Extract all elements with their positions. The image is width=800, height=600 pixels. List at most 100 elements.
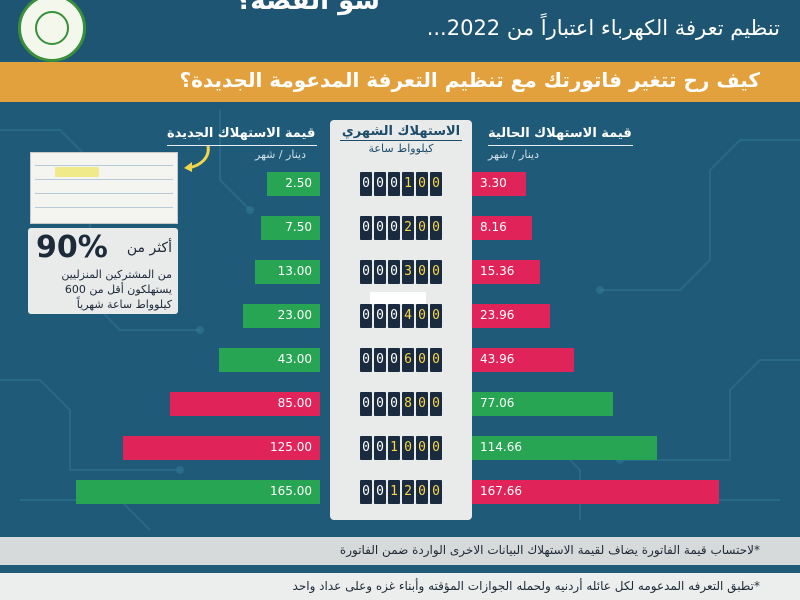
current-value-bar: 15.36	[472, 260, 541, 284]
current-value-bar: 77.06	[472, 392, 613, 416]
meter-digit: 0	[416, 216, 428, 240]
meter-digit: 0	[388, 304, 400, 328]
meter-digit: 8	[402, 392, 414, 416]
current-value-underline	[488, 145, 633, 146]
new-value-bar: 165.00	[75, 480, 320, 504]
current-value-label: 114.66	[480, 440, 522, 454]
meter-digit: 0	[416, 436, 428, 460]
question-banner: كيف رح تتغير فاتورتك مع تنظيم التعرفة ال…	[0, 62, 800, 102]
new-value-label: 7.50	[285, 220, 312, 234]
curved-arrow-icon	[184, 145, 210, 172]
current-value-bar: 23.96	[472, 304, 551, 328]
meter-digit: 0	[416, 172, 428, 196]
meter-digit: 6	[402, 348, 414, 372]
new-value-bar: 7.50	[261, 216, 320, 240]
new-value-bar: 13.00	[254, 260, 320, 284]
consumption-panel: الاستهلاك الشهري كيلوواط ساعة	[330, 120, 472, 520]
meter-digit: 0	[374, 436, 386, 460]
stat-percent: 90%	[36, 230, 108, 265]
logo-emblem	[35, 11, 69, 45]
meter-digit: 0	[402, 436, 414, 460]
meter-digit: 0	[360, 172, 372, 196]
meter-digit: 0	[416, 392, 428, 416]
meter-digit: 0	[388, 216, 400, 240]
current-value-bar: 114.66	[472, 436, 657, 460]
new-value-unit: دينار / شهر	[255, 148, 306, 161]
new-value-label: 165.00	[269, 484, 312, 498]
bill-row-line	[35, 207, 173, 208]
current-value-label: 8.16	[480, 220, 507, 234]
new-value-title: قيمة الاستهلاك الجديدة	[167, 126, 316, 141]
new-value-label: 85.00	[277, 396, 312, 410]
header-band	[0, 0, 800, 60]
footer-note-2-text: *تطبق التعرفه المدعومه لكل عائله أردنيه …	[292, 579, 760, 593]
current-value-label: 77.06	[480, 396, 515, 410]
meter-digit: 0	[430, 260, 442, 284]
stat-line-1: أكثر من	[126, 240, 172, 256]
stat-note: 90% أكثر من من المشتركين المنزليين يستهل…	[28, 228, 178, 314]
bill-row-line	[35, 193, 173, 194]
new-value-label: 125.00	[269, 440, 312, 454]
meter-digit: 0	[430, 348, 442, 372]
meter-digit: 0	[374, 392, 386, 416]
meter-digit: 1	[402, 172, 414, 196]
meter-digit: 0	[388, 260, 400, 284]
meter-digit: 0	[360, 436, 372, 460]
footer-note-1: *لاحتساب قيمة الفاتورة يضاف لقيمة الاسته…	[0, 537, 800, 565]
stat-line-3: يستهلكون أقل من 600	[64, 283, 172, 296]
meter-digit: 0	[360, 304, 372, 328]
meter-digit: 0	[360, 480, 372, 504]
new-value-label: 23.00	[277, 308, 312, 322]
current-value-label: 43.96	[480, 352, 515, 366]
meter-digit: 0	[374, 304, 386, 328]
footer-note-1-text: *لاحتساب قيمة الفاتورة يضاف لقيمة الاسته…	[339, 543, 760, 557]
meter-digit: 0	[430, 172, 442, 196]
consumption-unit: كيلوواط ساعة	[368, 142, 434, 155]
footer-note-2: *تطبق التعرفه المدعومه لكل عائله أردنيه …	[0, 573, 800, 600]
stat-line-2: من المشتركين المنزليين	[61, 268, 172, 281]
new-value-bar: 125.00	[122, 436, 320, 460]
new-value-label: 13.00	[277, 264, 312, 278]
bill-highlight	[55, 167, 99, 177]
current-value-label: 3.30	[480, 176, 507, 190]
stat-line-4: كيلوواط ساعة شهرياً	[76, 298, 172, 311]
meter-digit: 0	[430, 216, 442, 240]
regulator-logo	[18, 0, 86, 62]
meter-digit: 2	[402, 480, 414, 504]
meter-digit: 0	[430, 392, 442, 416]
new-value-bar: 2.50	[267, 172, 320, 196]
meter-digit: 0	[416, 304, 428, 328]
meter-digit: 3	[402, 260, 414, 284]
meter-digit: 0	[360, 260, 372, 284]
watermark-tag	[370, 292, 426, 304]
meter-digit: 2	[402, 216, 414, 240]
current-value-title: قيمة الاستهلاك الحالية	[488, 126, 632, 141]
meter-digit: 0	[360, 348, 372, 372]
meter-digit: 0	[416, 260, 428, 284]
current-value-bar: 8.16	[472, 216, 532, 240]
consumption-underline	[340, 140, 462, 141]
meter-digit: 4	[402, 304, 414, 328]
meter-digit: 0	[374, 260, 386, 284]
meter-digit: 0	[374, 480, 386, 504]
meter-digit: 0	[374, 348, 386, 372]
meter-digit: 0	[388, 172, 400, 196]
meter-digit: 0	[416, 480, 428, 504]
meter-digit: 0	[416, 348, 428, 372]
meter-digit: 0	[360, 216, 372, 240]
current-value-unit: دينار / شهر	[488, 148, 539, 161]
meter-digit: 0	[388, 348, 400, 372]
meter-digit: 0	[374, 216, 386, 240]
current-value-label: 167.66	[480, 484, 522, 498]
meter-digit: 0	[430, 436, 442, 460]
meter-digit: 0	[360, 392, 372, 416]
meter-digit: 1	[388, 480, 400, 504]
new-value-bar: 23.00	[242, 304, 320, 328]
